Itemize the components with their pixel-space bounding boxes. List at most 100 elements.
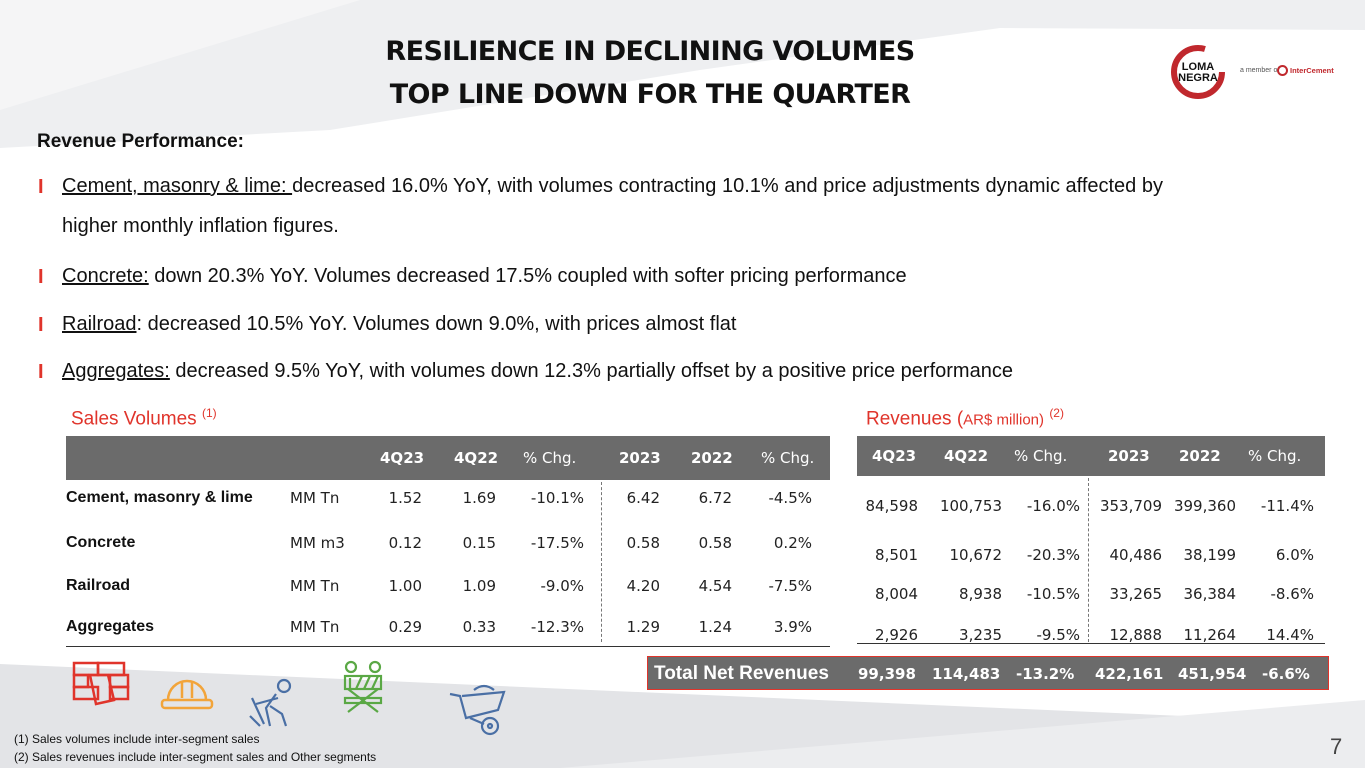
vol-row-unit: MM m3	[290, 534, 345, 552]
vol-row-unit: MM Tn	[290, 577, 340, 595]
total-cell: 114,483	[932, 665, 1001, 683]
revenues-title-text: Revenues	[866, 408, 952, 430]
bullet-marker: I	[38, 361, 44, 383]
vol-header-4q23: 4Q23	[380, 449, 425, 467]
rev-cell: 353,709	[1099, 497, 1162, 515]
rev-cell: 33,265	[1109, 585, 1163, 603]
vol-divider	[601, 482, 602, 642]
intercement-ring-icon	[1277, 65, 1288, 76]
rev-cell: 3,235	[959, 626, 1002, 644]
vol-cell: 0.58	[698, 534, 732, 552]
slide-title-line2: TOP LINE DOWN FOR THE QUARTER	[389, 79, 911, 110]
page-number: 7	[1330, 734, 1343, 759]
footer-background	[0, 664, 1365, 768]
bullet-cement-text: decreased 16.0% YoY, with volumes contra…	[292, 175, 1163, 197]
revenues-title: Revenues (AR$ million) (2)	[866, 406, 1064, 430]
vol-cell: -17.5%	[530, 534, 584, 552]
rev-cell: 8,938	[959, 585, 1002, 603]
intercement-name: InterCement	[1290, 66, 1334, 75]
rev-header-4q23: 4Q23	[872, 447, 917, 465]
rev-cell: 38,199	[1183, 546, 1237, 564]
rev-cell: 6.0%	[1275, 546, 1314, 564]
vol-row-label: Railroad	[66, 577, 131, 594]
bullet-aggregates: Aggregates: decreased 9.5% YoY, with vol…	[62, 351, 1322, 391]
rev-cell: 100,753	[939, 497, 1002, 515]
rev-header-2022: 2022	[1179, 447, 1221, 465]
total-cell: 99,398	[858, 665, 916, 683]
bullet-aggregates-text: decreased 9.5% YoY, with volumes down 12…	[169, 360, 1013, 382]
bullet-marker: I	[38, 266, 44, 288]
vol-cell: 1.24	[698, 618, 732, 636]
vol-cell: 6.72	[698, 489, 732, 507]
rev-cell: -16.0%	[1026, 497, 1080, 515]
slide-title: RESILIENCE IN DECLINING VOLUMES TOP LINE…	[300, 30, 1000, 116]
vol-cell: 0.33	[462, 618, 496, 636]
vol-cell: 1.52	[388, 489, 422, 507]
performance-heading: Revenue Performance:	[37, 131, 244, 152]
vol-cell: 3.9%	[773, 618, 812, 636]
rev-cell: 8,004	[875, 585, 918, 603]
rev-cell: 36,384	[1183, 585, 1237, 603]
hard-hat-icon	[160, 679, 214, 710]
vol-cell: -7.5%	[768, 577, 812, 595]
total-cell: -6.6%	[1262, 665, 1310, 683]
total-label: Total Net Revenues	[654, 663, 829, 684]
vol-header-2022: 2022	[691, 449, 733, 467]
vol-cell: 6.42	[626, 489, 660, 507]
slide-title-line1: RESILIENCE IN DECLINING VOLUMES	[385, 36, 915, 67]
bullet-marker: I	[38, 314, 44, 336]
rev-cell: 12,888	[1109, 626, 1163, 644]
rev-cell: 10,672	[949, 546, 1003, 564]
bullet-concrete: Concrete: down 20.3% YoY. Volumes decrea…	[62, 256, 1322, 296]
rev-bottom-rule	[857, 643, 1325, 644]
bullet-cement-label: Cement, masonry & lime:	[62, 175, 293, 197]
vol-cell: 1.69	[462, 489, 496, 507]
logo-line2: NEGRA	[1178, 72, 1218, 84]
vol-cell: 4.54	[698, 577, 732, 595]
intercement-logo: InterCement	[1277, 64, 1335, 78]
bullet-concrete-text: down 20.3% YoY. Volumes decreased 17.5% …	[148, 265, 907, 287]
total-cell: -13.2%	[1016, 665, 1075, 683]
vol-cell: 1.00	[388, 577, 422, 595]
vol-row-unit: MM Tn	[290, 489, 340, 507]
wheelbarrow-icon	[449, 684, 506, 736]
vol-header-4q22: 4Q22	[454, 449, 499, 467]
worker-shovel-icon	[249, 678, 292, 727]
revenues-note: (2)	[1049, 406, 1064, 420]
vol-header-chg-y: % Chg.	[761, 449, 815, 467]
rev-header-2023: 2023	[1108, 447, 1150, 465]
revenues-unit: AR$ million)	[963, 411, 1045, 429]
vol-cell: 1.09	[462, 577, 496, 595]
bricks-icon	[72, 661, 130, 706]
rev-cell: 14.4%	[1266, 626, 1314, 644]
sales-volumes-title-text: Sales Volumes	[71, 408, 197, 430]
logo-line1: LOMA	[1182, 61, 1214, 73]
bullet-marker: I	[38, 176, 44, 198]
rev-cell: -20.3%	[1026, 546, 1080, 564]
rev-cell: 8,501	[875, 546, 918, 564]
rev-header-chg-y: % Chg.	[1248, 447, 1302, 465]
rev-header-chg-q: % Chg.	[1014, 447, 1068, 465]
vol-row-label: Concrete	[66, 534, 136, 551]
total-net-revenues-row: Total Net Revenues 99,398 114,483 -13.2%…	[647, 656, 1329, 690]
bullet-railroad-text: : decreased 10.5% YoY. Volumes down 9.0%…	[136, 313, 737, 335]
rev-cell: 40,486	[1109, 546, 1163, 564]
bullet-railroad: Railroad: decreased 10.5% YoY. Volumes d…	[62, 304, 1322, 344]
vol-cell: 4.20	[626, 577, 660, 595]
footnote-1: (1) Sales volumes include inter-segment …	[14, 732, 260, 746]
rev-cell: 2,926	[875, 626, 918, 644]
vol-cell: 1.29	[626, 618, 660, 636]
vol-cell: -10.1%	[530, 489, 584, 507]
sales-volumes-title: Sales Volumes (1)	[71, 406, 217, 430]
vol-cell: -9.0%	[540, 577, 584, 595]
total-cell: 422,161	[1095, 665, 1164, 683]
bullet-railroad-label: Railroad	[62, 313, 137, 335]
vol-cell: 0.15	[462, 534, 496, 552]
rev-divider	[1088, 478, 1089, 642]
footnote-2: (2) Sales revenues include inter-segment…	[14, 750, 377, 764]
header-background	[0, 0, 1365, 148]
rev-cell: 84,598	[865, 497, 919, 515]
vol-cell: -12.3%	[530, 618, 584, 636]
rev-header-4q22: 4Q22	[944, 447, 989, 465]
bullet-cement: Cement, masonry & lime: decreased 16.0% …	[62, 166, 1322, 246]
